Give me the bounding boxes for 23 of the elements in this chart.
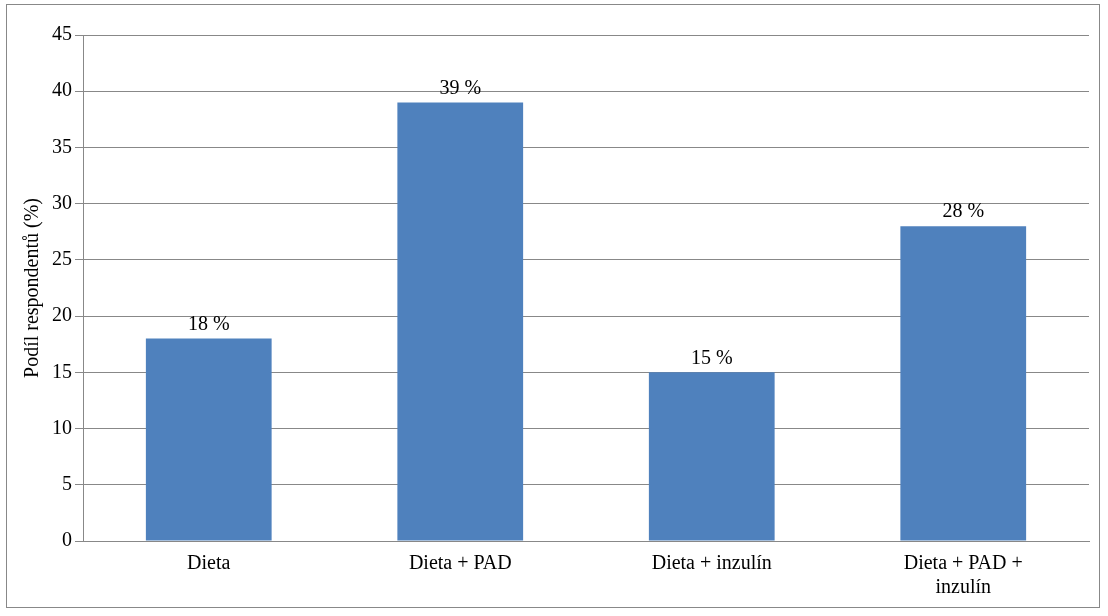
y-tick-label: 45 (52, 22, 72, 45)
x-tick-label: Dieta (187, 551, 231, 574)
y-tick-label: 20 (52, 303, 72, 326)
y-tick-label: 40 (52, 78, 72, 101)
y-tick-label: 0 (62, 528, 72, 551)
data-label: 39 % (439, 75, 482, 98)
y-tick-label: 25 (52, 247, 72, 270)
y-tick-label: 30 (52, 190, 72, 213)
y-tick-label: 15 (52, 359, 72, 382)
bar (900, 226, 1027, 541)
x-tick-label: Dieta + PAD + inzulín (903, 551, 1023, 598)
data-label: 28 % (942, 199, 985, 222)
bar (145, 338, 272, 541)
x-tick-label: Dieta + inzulín (651, 551, 772, 574)
y-tick-label: 10 (52, 415, 72, 438)
bar (397, 102, 524, 541)
data-label: 18 % (187, 311, 230, 334)
y-axis-title: Podíl respondentů (%) (20, 198, 44, 378)
y-tick-label: 5 (62, 472, 72, 495)
x-tick-label: Dieta + PAD (408, 551, 512, 574)
data-label: 15 % (690, 345, 733, 368)
bar (648, 372, 775, 541)
y-tick-label: 35 (52, 134, 72, 157)
